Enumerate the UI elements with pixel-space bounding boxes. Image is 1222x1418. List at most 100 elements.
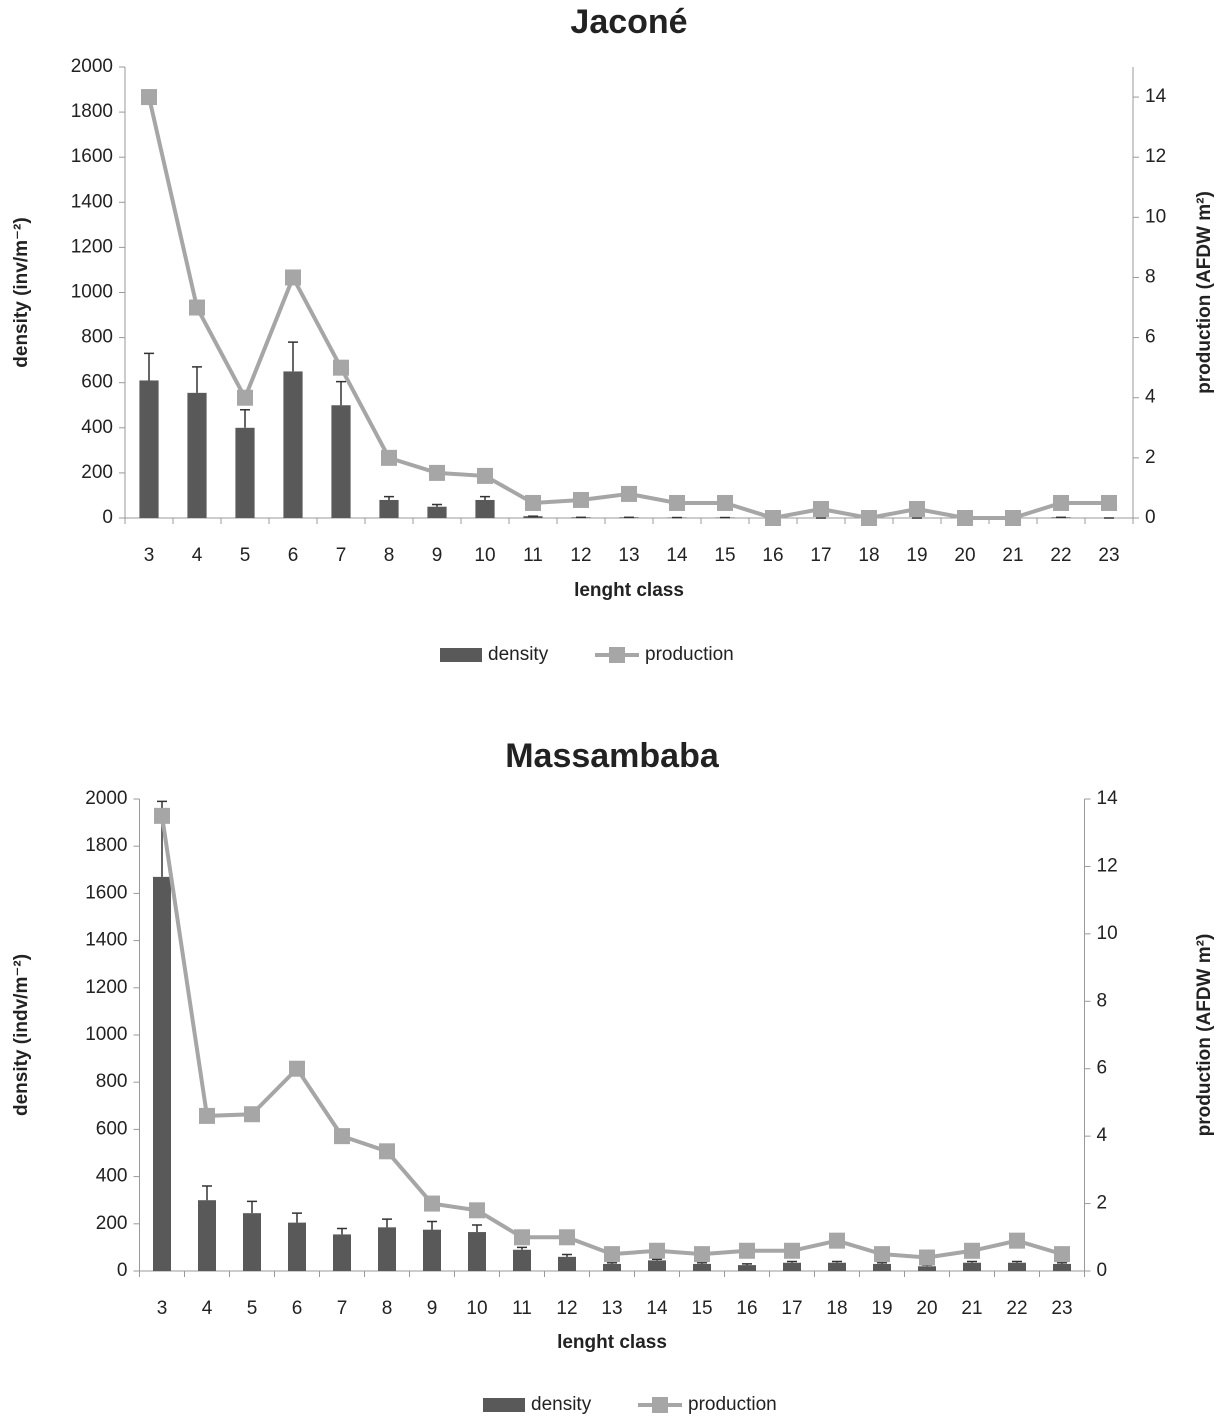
x-tick-label: 17 [810,545,831,566]
x-axis-title: lenght class [574,580,684,601]
marker [964,1242,980,1259]
x-tick-label: 18 [826,1298,847,1319]
error-bar [480,495,490,500]
y2-axis-title: production (AFDW m²) [1194,934,1215,1137]
x-tick-label: 9 [432,545,443,566]
y-tick-label: 1400 [85,930,127,951]
x-tick-label: 16 [762,545,783,566]
y-axis-title: density (indv/m⁻²) [11,954,32,1116]
bar [379,499,399,518]
y2-tick-label: 6 [1145,327,1156,348]
bar [235,427,255,518]
y2-tick-label: 2 [1097,1193,1108,1214]
x-tick-label: 20 [916,1298,937,1319]
bar [603,1263,621,1271]
marker [573,491,589,508]
x-tick-label: 3 [144,545,155,566]
y2-tick-label: 10 [1097,923,1118,944]
bar [198,1200,216,1271]
error-bar [432,503,442,507]
marker [649,1242,665,1259]
y2-tick-label: 4 [1145,387,1156,408]
y2-tick-label: 12 [1097,855,1118,876]
y2-axis-title: production (AFDW m²) [1194,191,1215,394]
marker [559,1229,575,1246]
x-tick-label: 23 [1098,545,1119,566]
y2-tick-label: 0 [1097,1260,1108,1281]
x-tick-label: 12 [556,1298,577,1319]
marker [285,269,301,286]
error-bar [697,1261,707,1264]
y-tick-label: 400 [96,1166,128,1187]
marker [909,500,925,517]
marker [381,449,397,466]
marker [469,1202,485,1219]
marker [919,1249,935,1266]
x-tick-label: 23 [1051,1298,1072,1319]
error-bar [336,380,346,406]
error-bar [787,1260,797,1263]
y-tick-label: 1400 [71,191,113,212]
x-tick-label: 5 [247,1298,258,1319]
y-tick-label: 1800 [85,835,127,856]
y-tick-label: 0 [102,507,113,528]
x-tick-label: 10 [474,545,495,566]
marker [1054,1246,1070,1263]
marker [829,1232,845,1249]
x-tick-label: 22 [1050,545,1071,566]
bar [333,1234,351,1271]
bar [475,499,495,518]
marker [957,510,973,526]
marker [739,1242,755,1259]
bar [783,1262,801,1271]
marker [694,1246,710,1263]
legend-marker [652,1397,668,1413]
x-tick-label: 22 [1006,1298,1027,1319]
bar [873,1263,891,1271]
bar [427,506,447,518]
error-bar [1057,1261,1067,1264]
error-bar [292,1212,302,1223]
marker [717,494,733,511]
marker [1009,1232,1025,1249]
y-tick-label: 600 [81,372,113,393]
x-tick-label: 11 [512,1298,532,1319]
y-tick-label: 800 [96,1071,128,1092]
marker [429,464,445,481]
bar [963,1262,981,1271]
marker [1053,494,1069,511]
marker [477,467,493,484]
x-tick-label: 3 [157,1298,168,1319]
x-tick-label: 5 [240,545,251,566]
legend-label: density [531,1394,592,1415]
error-bar [202,1185,212,1201]
y-axis-title: density (inv/m⁻²) [11,217,32,367]
y2-tick-label: 10 [1145,206,1166,227]
x-tick-label: 6 [292,1298,303,1319]
marker [1101,494,1117,511]
y-tick-label: 200 [96,1213,128,1234]
marker [861,510,877,526]
marker [669,494,685,511]
bar [139,380,159,518]
x-tick-label: 15 [714,545,735,566]
x-tick-label: 8 [384,545,395,566]
bar [693,1263,711,1271]
chart-title: Massambaba [505,737,720,775]
x-tick-label: 13 [601,1298,622,1319]
bar [648,1260,666,1271]
error-bar [247,1200,257,1214]
x-tick-label: 12 [570,545,591,566]
x-tick-label: 18 [858,545,879,566]
error-bar [288,341,298,372]
x-tick-label: 15 [691,1298,712,1319]
marker [813,500,829,517]
y-tick-label: 0 [117,1260,128,1281]
y2-tick-label: 0 [1145,507,1156,528]
error-bar [877,1261,887,1264]
x-tick-label: 19 [871,1298,892,1319]
y-tick-label: 1800 [71,101,113,122]
marker [237,389,253,406]
x-tick-label: 14 [646,1298,668,1319]
y-tick-label: 1200 [71,236,113,257]
